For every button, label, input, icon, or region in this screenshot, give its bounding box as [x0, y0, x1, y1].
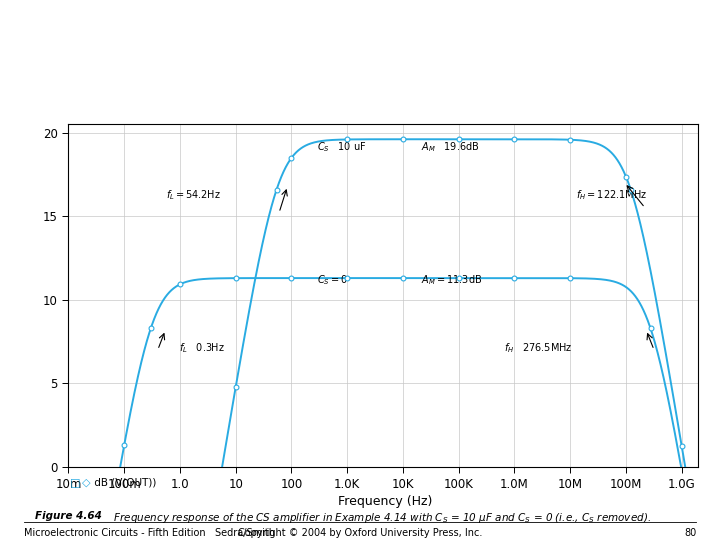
Text: Copyright © 2004 by Oxford University Press, Inc.: Copyright © 2004 by Oxford University Pr… — [238, 528, 482, 538]
Text: $A_M$   19.6dB: $A_M$ 19.6dB — [421, 140, 480, 154]
Text: Microelectronic Circuits - Fifth Edition   Sedra/Smith: Microelectronic Circuits - Fifth Edition… — [24, 528, 275, 538]
Text: $f_H$   276.5MHz: $f_H$ 276.5MHz — [504, 341, 573, 355]
Text: Frequency response of the CS amplifier in Example 4.14 with $C_S$ = 10 $\mu$F an: Frequency response of the CS amplifier i… — [107, 511, 651, 525]
Text: $f_L$   0.3Hz: $f_L$ 0.3Hz — [179, 341, 225, 355]
Text: ◇: ◇ — [82, 477, 91, 487]
Text: $A_M = 11.3\mathrm{dB}$: $A_M = 11.3\mathrm{dB}$ — [421, 274, 482, 287]
Text: dB (V(OUT)): dB (V(OUT)) — [91, 477, 157, 487]
Text: Figure 4.64: Figure 4.64 — [35, 511, 102, 522]
Text: $C_S = 0$: $C_S = 0$ — [318, 274, 348, 287]
Text: $f_H = 122.1\mathrm{MHz}$: $f_H = 122.1\mathrm{MHz}$ — [575, 188, 647, 202]
Text: $f_L = 54.2\mathrm{Hz}$: $f_L = 54.2\mathrm{Hz}$ — [166, 188, 221, 202]
Text: $C_S$   10 uF: $C_S$ 10 uF — [318, 140, 366, 154]
Text: Frequency (Hz): Frequency (Hz) — [338, 495, 433, 508]
Text: □: □ — [70, 477, 81, 487]
Text: 80: 80 — [684, 528, 696, 538]
